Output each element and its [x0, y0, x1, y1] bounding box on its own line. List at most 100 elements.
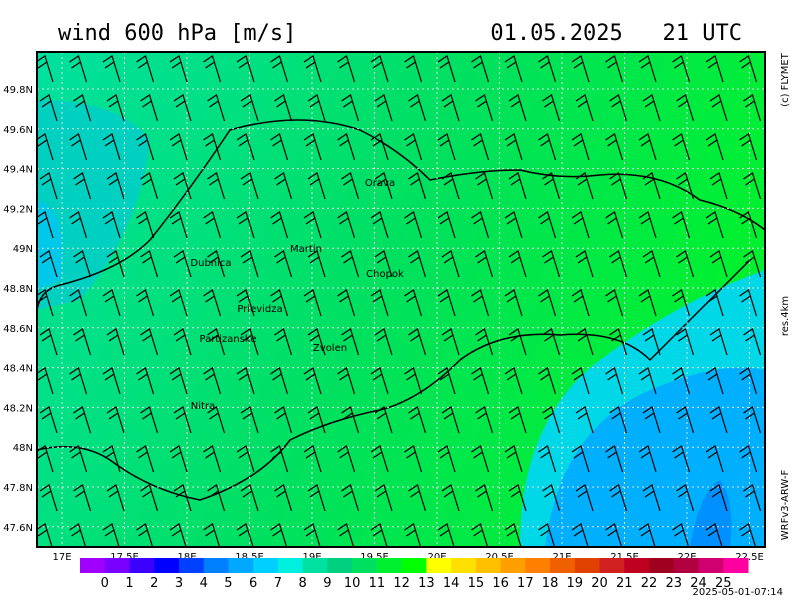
wind-barb [538, 55, 557, 83]
wind-barb [542, 406, 561, 434]
wind-barb [705, 523, 723, 547]
wind-barb [609, 172, 628, 200]
wind-barb [106, 94, 125, 122]
wind-barb [203, 445, 222, 473]
wind-barb [739, 55, 758, 83]
wind-barb [140, 250, 159, 278]
wind-barb [475, 406, 494, 434]
wind-barb [739, 289, 758, 317]
colorbar-label: 13 [418, 576, 435, 591]
colorbar-swatch [599, 558, 625, 573]
wind-barb [337, 445, 356, 473]
wind-barb [173, 250, 192, 278]
wind-barb [69, 133, 88, 161]
wind-barb [169, 367, 188, 395]
colorbar-swatch [376, 558, 403, 573]
wind-barb [705, 133, 724, 161]
wind-barb [236, 445, 255, 473]
wind-barb [605, 367, 624, 395]
wind-barb [538, 445, 557, 473]
colorbar-label: 22 [641, 576, 658, 591]
wind-barb [471, 133, 490, 161]
wind-barb [705, 445, 724, 473]
wind-barb [69, 55, 88, 83]
wind-barb [404, 289, 423, 317]
wind-barb [69, 211, 88, 239]
wind-barb [672, 133, 691, 161]
wind-barb [642, 484, 661, 512]
wind-barb [370, 523, 388, 547]
colorbar-swatch [104, 558, 130, 573]
wind-barb [102, 367, 121, 395]
wind-barb [437, 289, 456, 317]
wind-barb [341, 406, 360, 434]
wind-barb [236, 133, 255, 161]
place-label: Dubnica [190, 258, 231, 269]
wind-barb [672, 523, 690, 547]
wind-barb [236, 55, 255, 83]
colorbar-swatch [401, 558, 427, 573]
title: wind 600 hPa [m/s] [58, 21, 296, 46]
wind-barb [69, 523, 87, 547]
colorbar-swatch [352, 558, 378, 573]
colorbar-label: 9 [323, 576, 331, 591]
wind-barb [605, 55, 624, 83]
wind-barb [571, 133, 590, 161]
wind-barb [709, 94, 728, 122]
place-label: Orava [365, 178, 395, 189]
wind-barb [404, 445, 423, 473]
wind-barb [542, 94, 561, 122]
wind-barb [571, 523, 589, 547]
wind-barb [705, 367, 724, 395]
wind-barb [73, 250, 92, 278]
colorbar-swatch [302, 558, 328, 573]
wind-barb [307, 328, 326, 356]
wind-barb [609, 406, 628, 434]
wind-barb [575, 94, 594, 122]
wind-barb [743, 250, 762, 278]
wind-barb [709, 328, 728, 356]
wind-barb [471, 211, 490, 239]
wind-barb [69, 289, 88, 317]
wind-barb [207, 406, 226, 434]
wind-barb [303, 445, 322, 473]
colorbar-swatch [80, 558, 106, 573]
wind-barb [638, 523, 656, 547]
wind-barb [207, 94, 226, 122]
colorbar-swatch [253, 558, 279, 573]
place-label: Partizanske [199, 334, 256, 345]
wind-barb [475, 172, 494, 200]
wind-barb [475, 94, 494, 122]
wind-barb [274, 250, 293, 278]
wind-barb [169, 289, 188, 317]
wind-barb [307, 406, 326, 434]
lat-label: 49.6N [3, 125, 33, 136]
wind-barb [337, 133, 356, 161]
wind-barb [542, 484, 561, 512]
wind-barb [274, 172, 293, 200]
wind-barb [240, 172, 259, 200]
lat-label: 47.8N [3, 483, 33, 494]
wind-barb [303, 523, 321, 547]
wind-barb [508, 94, 527, 122]
wind-barb [270, 523, 288, 547]
lat-label: 47.6N [3, 523, 33, 534]
wind-barb [307, 250, 326, 278]
wind-barb [37, 133, 54, 161]
wind-barb [106, 406, 125, 434]
wind-barb [605, 211, 624, 239]
wind-barb [404, 367, 423, 395]
colorbar-label: 1 [125, 576, 133, 591]
colorbar-label: 10 [344, 576, 361, 591]
wind-barb [102, 289, 121, 317]
wind-barb [240, 250, 259, 278]
wind-barb [605, 133, 624, 161]
wind-barb [571, 445, 590, 473]
wind-barb [374, 484, 393, 512]
wind-barb [739, 367, 758, 395]
wind-barb [542, 172, 561, 200]
map-frame [36, 51, 766, 548]
wind-barb [538, 523, 556, 547]
wind-area [37, 100, 150, 310]
wind-barb [571, 55, 590, 83]
